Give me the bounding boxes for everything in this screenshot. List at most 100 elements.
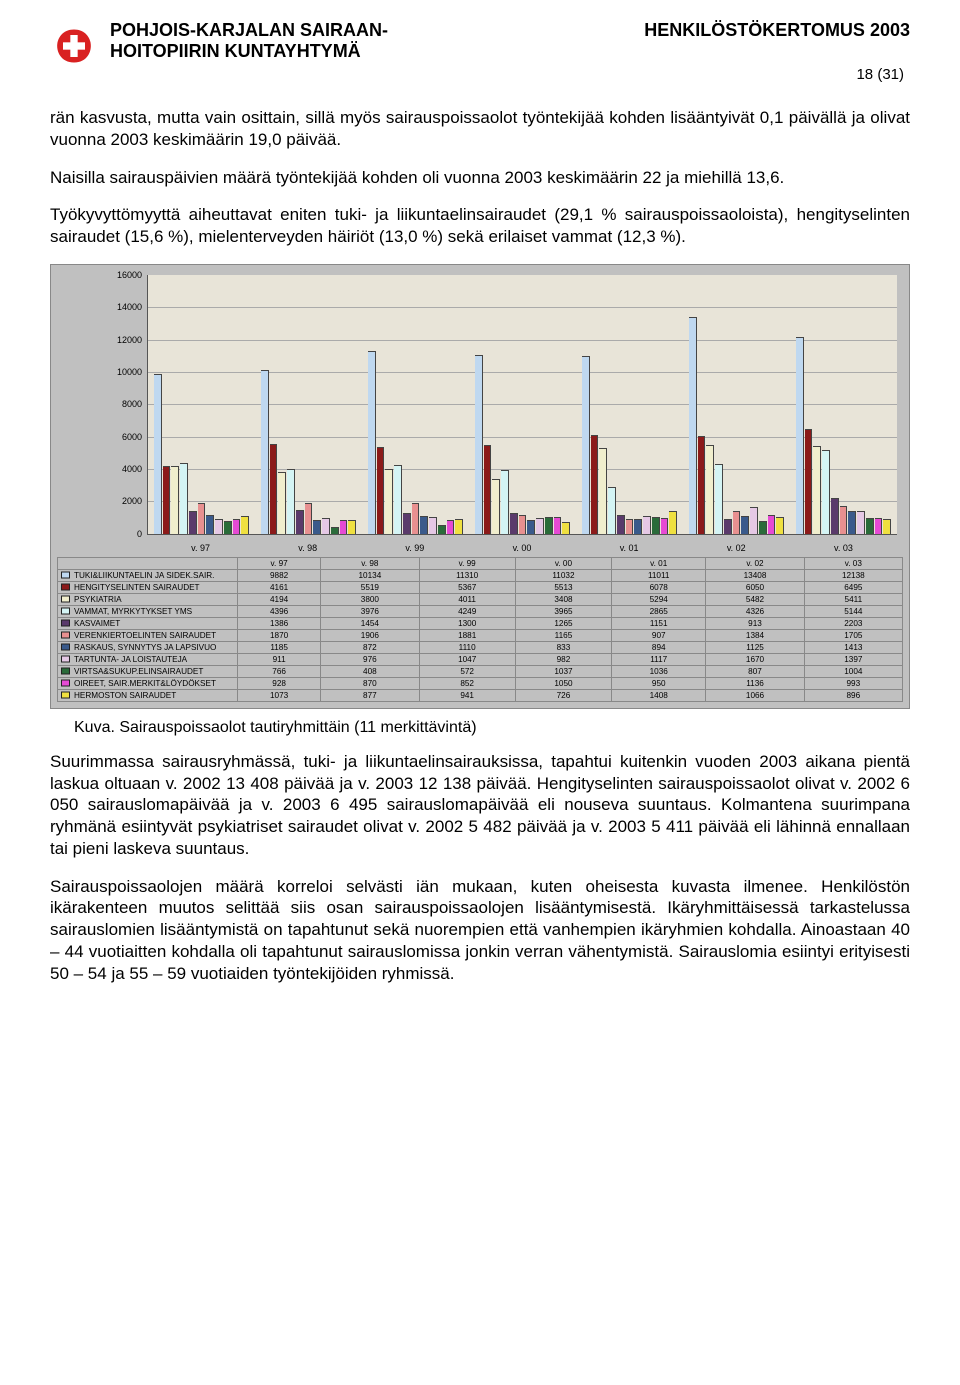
- chart-bar: [831, 498, 839, 534]
- table-cell: 1705: [804, 629, 902, 641]
- chart-bar: [698, 436, 706, 534]
- chart-bar: [866, 518, 874, 534]
- report-title: HENKILÖSTÖKERTOMUS 2003: [644, 20, 910, 41]
- table-cell: 1408: [612, 689, 706, 701]
- table-cell: 11011: [612, 569, 706, 581]
- chart-bar: [724, 519, 732, 534]
- chart-xlabel: v. 03: [790, 543, 897, 553]
- chart-bar: [617, 515, 625, 534]
- chart-bar: [331, 527, 339, 534]
- table-cell: 870: [321, 677, 419, 689]
- chart-bar: [776, 517, 784, 534]
- paragraph-3: Työkyvyttömyyttä aiheuttavat eniten tuki…: [50, 204, 910, 248]
- chart-bar: [270, 444, 278, 533]
- chart-bar: [377, 447, 385, 534]
- chart-bar: [278, 472, 286, 534]
- table-cell: 2865: [612, 605, 706, 617]
- chart-bar: [768, 515, 776, 533]
- chart-bar-group: [469, 275, 576, 534]
- chart-x-labels: v. 97v. 98v. 99v. 00v. 01v. 02v. 03: [147, 543, 897, 553]
- chart-bar: [241, 516, 249, 533]
- table-cell: 12138: [804, 569, 902, 581]
- table-header-cell: v. 97: [238, 557, 321, 569]
- table-cell: 1265: [515, 617, 611, 629]
- chart-bar: [322, 518, 330, 534]
- chart-bar: [163, 466, 171, 533]
- chart-bar: [519, 515, 527, 534]
- chart-bar: [420, 516, 428, 534]
- chart-bar: [741, 516, 749, 534]
- chart-bar: [796, 337, 804, 533]
- chart-bar: [261, 370, 269, 534]
- chart-bar-group: [576, 275, 683, 534]
- table-row: HENGITYSELINTEN SAIRAUDET416155195367551…: [58, 581, 903, 593]
- table-cell: 3965: [515, 605, 611, 617]
- chart-bar: [883, 519, 891, 534]
- table-row-label: TUKI&LIIKUNTAELIN JA SIDEK.SAIR.: [58, 569, 238, 581]
- table-cell: 3976: [321, 605, 419, 617]
- table-cell: 726: [515, 689, 611, 701]
- table-cell: 1881: [419, 629, 515, 641]
- chart-bar: [403, 513, 411, 534]
- table-cell: 5367: [419, 581, 515, 593]
- legend-swatch: [61, 596, 70, 603]
- table-row: VIRTSA&SUKUP.ELINSAIRAUDET76640857210371…: [58, 665, 903, 677]
- chart-bar: [733, 511, 741, 533]
- table-cell: 766: [238, 665, 321, 677]
- chart-bar: [805, 429, 813, 534]
- chart-bar: [438, 525, 446, 534]
- table-cell: 5519: [321, 581, 419, 593]
- chart-bar: [189, 511, 197, 533]
- chart-ytick: 0: [137, 529, 142, 539]
- table-cell: 913: [706, 617, 804, 629]
- table-header-cell: v. 00: [515, 557, 611, 569]
- chart-xlabel: v. 98: [254, 543, 361, 553]
- paragraph-5: Sairauspoissaolojen määrä korreloi selvä…: [50, 876, 910, 985]
- chart-bar: [626, 519, 634, 534]
- chart-plot-area: 0200040006000800010000120001400016000: [147, 275, 897, 535]
- chart-bar: [429, 517, 437, 534]
- paragraph-2: Naisilla sairauspäivien määrä työntekijä…: [50, 167, 910, 189]
- chart-bar: [562, 522, 570, 534]
- chart-bar: [385, 469, 393, 534]
- table-header-empty: [58, 557, 238, 569]
- table-cell: 872: [321, 641, 419, 653]
- table-cell: 1047: [419, 653, 515, 665]
- chart-bar: [813, 446, 821, 534]
- chart-bar: [447, 520, 455, 534]
- table-row-label: HERMOSTON SAIRAUDET: [58, 689, 238, 701]
- chart-ytick: 4000: [122, 464, 142, 474]
- chart-ytick: 6000: [122, 432, 142, 442]
- table-cell: 911: [238, 653, 321, 665]
- table-cell: 877: [321, 689, 419, 701]
- chart-bar: [455, 519, 463, 534]
- chart-bar: [715, 464, 723, 534]
- chart-bar: [484, 445, 492, 534]
- chart-bar: [840, 506, 848, 534]
- table-cell: 1050: [515, 677, 611, 689]
- chart-bar: [661, 518, 669, 533]
- table-cell: 1151: [612, 617, 706, 629]
- chart-bar: [545, 517, 553, 534]
- table-cell: 5411: [804, 593, 902, 605]
- table-row-label: TARTUNTA- JA LOISTAUTEJA: [58, 653, 238, 665]
- table-cell: 941: [419, 689, 515, 701]
- chart-xlabel: v. 02: [683, 543, 790, 553]
- legend-swatch: [61, 692, 70, 699]
- legend-swatch: [61, 680, 70, 687]
- document-header: POHJOIS-KARJALAN SAIRAAN- HENKILÖSTÖKERT…: [50, 20, 910, 83]
- table-row: KASVAIMET138614541300126511519132203: [58, 617, 903, 629]
- chart-bar: [634, 519, 642, 533]
- table-cell: 5513: [515, 581, 611, 593]
- legend-swatch: [61, 572, 70, 579]
- chart-container: 0200040006000800010000120001400016000 v.…: [50, 264, 910, 709]
- table-cell: 4249: [419, 605, 515, 617]
- chart-bar: [340, 520, 348, 534]
- chart-bar: [348, 520, 356, 534]
- chart-bar: [475, 355, 483, 534]
- chart-bar: [206, 515, 214, 534]
- table-cell: 1125: [706, 641, 804, 653]
- chart-bar: [669, 511, 677, 534]
- legend-swatch: [61, 668, 70, 675]
- table-header-cell: v. 99: [419, 557, 515, 569]
